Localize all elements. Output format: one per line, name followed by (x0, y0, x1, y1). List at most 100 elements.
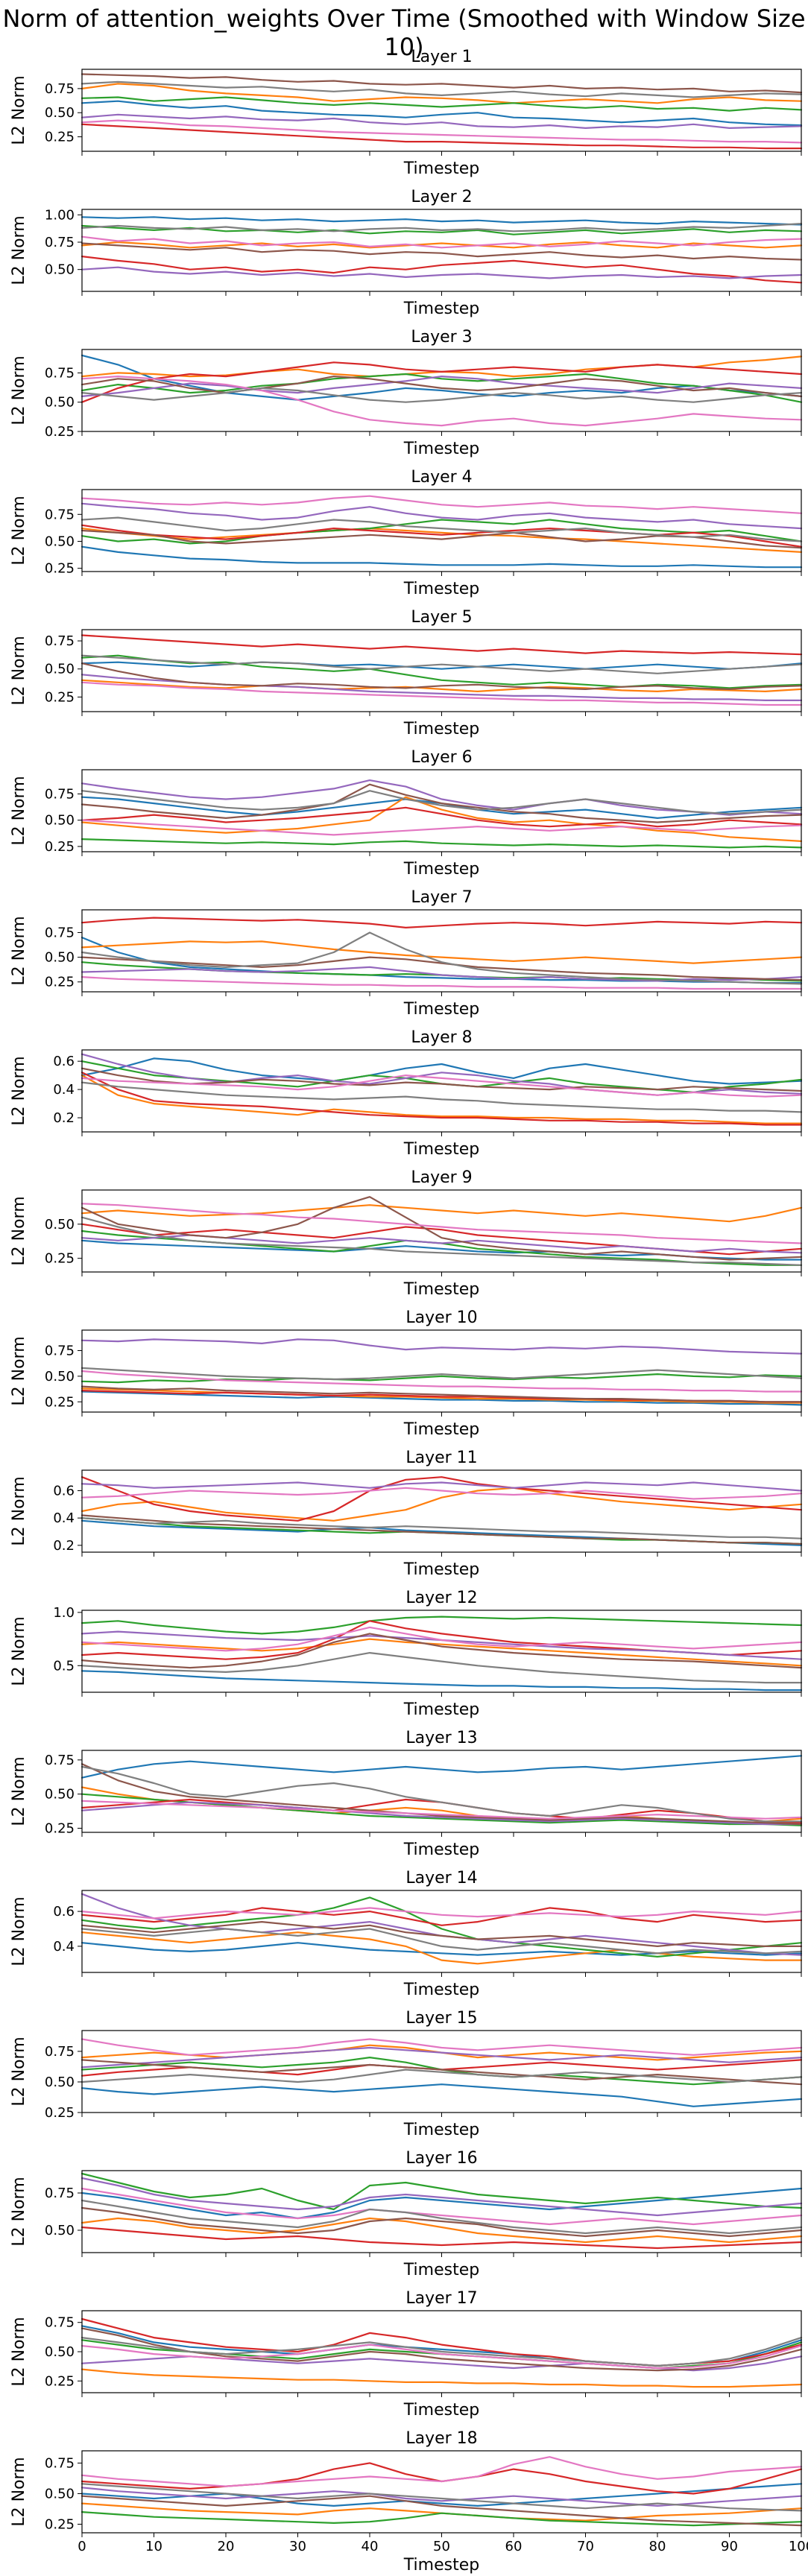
panel-title: Layer 12 (405, 1589, 477, 1607)
x-tick-label: 100 (789, 2539, 808, 2554)
series-line (81, 2206, 803, 2238)
y-tick-label: 0.50 (45, 2075, 75, 2090)
series-line (81, 216, 803, 226)
series-line (81, 681, 803, 706)
series-line (81, 2344, 803, 2370)
y-tick-label: 0.50 (45, 1369, 75, 1384)
x-axis-label: Timestep (403, 1700, 479, 1719)
series-line (81, 235, 803, 249)
y-tick-label: 0.4 (53, 1939, 75, 1955)
y-tick-label: 0.25 (45, 1251, 75, 1267)
series-line (81, 1638, 803, 1667)
series-line (81, 96, 803, 112)
series-line (81, 936, 803, 984)
series-line (81, 661, 803, 670)
series-line (81, 1928, 803, 1955)
series-line (81, 2187, 803, 2226)
y-tick-label: 0.75 (45, 2186, 75, 2201)
series-line (81, 354, 803, 401)
series-line (81, 1626, 803, 1652)
x-axis-label: Timestep (403, 159, 479, 178)
y-tick-label: 0.25 (45, 2373, 75, 2389)
y-tick-label: 0.75 (45, 81, 75, 97)
x-axis-label: Timestep (403, 440, 479, 458)
series-line (81, 966, 803, 982)
x-tick-label: 0 (78, 2539, 86, 2554)
series-line (81, 73, 803, 94)
x-tick-label: 90 (721, 2539, 738, 2554)
y-tick-label: 0.25 (45, 975, 75, 990)
panel-title: Layer 13 (405, 1729, 477, 1747)
y-axis-label: L2 Norm (10, 355, 28, 425)
series-line (81, 1203, 803, 1244)
series-line (81, 1373, 803, 1384)
y-tick-label: 0.75 (45, 2315, 75, 2331)
y-axis-label: L2 Norm (10, 2317, 28, 2386)
series-line (81, 2368, 803, 2388)
x-axis-label: Timestep (403, 300, 479, 318)
x-tick-label: 70 (577, 2539, 594, 2554)
panel-title: Layer 6 (411, 748, 472, 767)
series-line (81, 376, 803, 427)
x-tick-label: 30 (289, 2539, 306, 2554)
x-tick-label: 10 (145, 2539, 162, 2554)
x-axis-label: Timestep (403, 580, 479, 598)
series-line (81, 2046, 803, 2069)
series-line (81, 123, 803, 150)
y-tick-label: 0.75 (45, 786, 75, 802)
x-axis-label: Timestep (403, 1420, 479, 1439)
series-line (81, 256, 803, 284)
y-tick-label: 0.50 (45, 395, 75, 411)
series-line (81, 545, 803, 569)
y-tick-label: 0.25 (45, 561, 75, 577)
x-tick-label: 20 (218, 2539, 235, 2554)
y-tick-label: 0.50 (45, 534, 75, 549)
panel-title: Layer 11 (405, 1449, 477, 1467)
series-line (81, 1338, 803, 1355)
series-line (81, 1801, 803, 1826)
y-axis-label: L2 Norm (10, 496, 28, 565)
y-axis-label: L2 Norm (10, 1056, 28, 1125)
panel-title: Layer 10 (405, 1308, 477, 1327)
x-axis-label: Timestep (403, 1560, 479, 1579)
x-tick-label: 80 (649, 2539, 666, 2554)
y-tick-label: 0.50 (45, 662, 75, 677)
y-tick-label: 0.2 (53, 1538, 75, 1554)
x-axis-label: Timestep (403, 2401, 479, 2420)
panel-title: Layer 8 (411, 1028, 472, 1047)
series-line (81, 1072, 803, 1126)
series-line (81, 1074, 803, 1124)
series-line (81, 790, 803, 815)
series-line (81, 1370, 803, 1393)
series-line (81, 1931, 803, 1965)
series-line (81, 1074, 803, 1098)
series-line (81, 223, 803, 232)
y-tick-label: 0.25 (45, 839, 75, 855)
series-line (81, 2456, 803, 2487)
series-line (81, 80, 803, 98)
series-line (81, 1385, 803, 1403)
figure-title: Norm of attention_weights Over Time (Smo… (2, 4, 806, 61)
series-line (81, 1921, 803, 1947)
y-tick-label: 1.0 (53, 1605, 75, 1621)
series-line (81, 2177, 803, 2217)
y-tick-label: 0.6 (53, 1904, 75, 1920)
panel-title: Layer 4 (411, 468, 472, 487)
series-line (81, 1670, 803, 1692)
y-tick-label: 0.2 (53, 1110, 75, 1126)
series-line (81, 2483, 803, 2512)
x-axis-label: Timestep (403, 1841, 479, 1859)
series-line (81, 1907, 803, 1926)
series-line (81, 1763, 803, 1826)
x-tick-label: 50 (433, 2539, 450, 2554)
axis-frame (81, 769, 802, 852)
y-axis-label: L2 Norm (10, 636, 28, 705)
series-line (81, 242, 803, 261)
y-tick-label: 0.5 (53, 1658, 75, 1674)
panel-title: Layer 14 (405, 1869, 477, 1887)
series-line (81, 1896, 803, 1958)
series-line (81, 1067, 803, 1092)
series-line (81, 1204, 803, 1223)
y-tick-label: 0.25 (45, 1394, 75, 1410)
